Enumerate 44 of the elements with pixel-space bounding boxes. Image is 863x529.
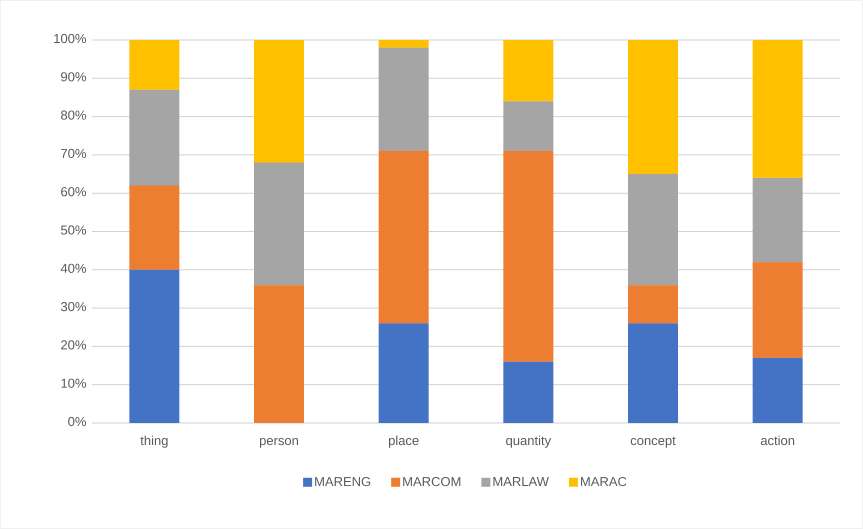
legend-label: MARLAW: [493, 477, 549, 486]
bar: [378, 40, 429, 48]
y-tick-label: 40%: [60, 264, 86, 273]
y-tick-label: 10%: [61, 378, 86, 388]
bar: [503, 151, 554, 362]
bar: [254, 162, 304, 286]
bar: [628, 174, 678, 286]
bar: [129, 90, 180, 186]
bar: [254, 285, 304, 423]
bar: [378, 48, 429, 152]
bar: [752, 40, 803, 178]
y-tick-label: 60%: [61, 187, 86, 196]
y-tick-label: 100%: [54, 34, 86, 44]
x-tick-label: quantity: [506, 436, 552, 448]
y-tick-label: 50%: [60, 225, 86, 235]
bar: [628, 40, 678, 174]
x-tick-label: place: [388, 436, 419, 448]
bar: [752, 178, 803, 262]
bar: [752, 262, 803, 358]
bar: [628, 285, 678, 324]
bar: [378, 323, 429, 423]
bar: [129, 270, 180, 423]
legend-label: MARENG: [315, 476, 370, 486]
y-tick-label: 90%: [61, 72, 86, 82]
bar: [752, 358, 803, 423]
bar: [129, 186, 180, 270]
y-tick-label: 20%: [61, 340, 86, 350]
y-tick-label: 30%: [60, 302, 86, 312]
x-tick-label: thing: [140, 436, 168, 448]
bar: [378, 151, 429, 324]
legend-label: MARCOM: [403, 476, 460, 486]
bar: [254, 40, 304, 163]
x-tick-label: action: [760, 436, 794, 446]
legend-label: MARAC: [581, 476, 626, 486]
bar: [129, 40, 180, 90]
y-tick-label: 80%: [61, 110, 86, 120]
x-tick-label: person: [260, 438, 298, 448]
x-tick-label: concept: [630, 436, 676, 448]
y-tick-label: 70%: [61, 148, 86, 158]
bar: [503, 362, 554, 423]
y-tick-label: 0%: [68, 416, 86, 426]
bar: [503, 101, 554, 152]
bar: [628, 323, 678, 423]
bar: [503, 40, 554, 102]
